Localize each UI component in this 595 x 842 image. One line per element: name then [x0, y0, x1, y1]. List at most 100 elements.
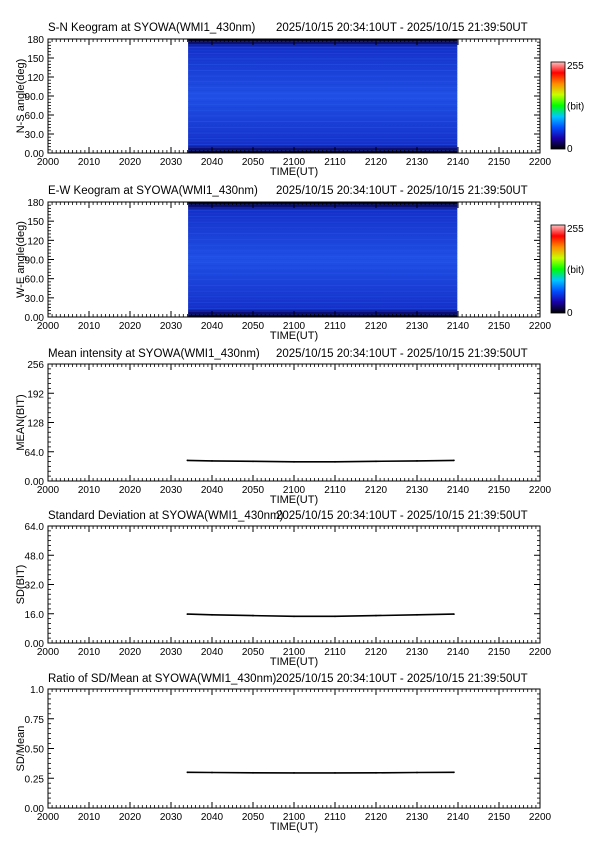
y-tick-label: 192 — [27, 389, 44, 400]
series-line — [187, 613, 454, 618]
y-tick-label: 150 — [27, 54, 44, 65]
x-tick-label: 2200 — [529, 812, 552, 823]
x-tick-label: 2110 — [324, 157, 346, 168]
x-tick-label: 2140 — [447, 812, 470, 823]
data-point — [416, 771, 418, 774]
data-point — [211, 771, 213, 774]
time-range: 2025/10/15 20:34:10UT - 2025/10/15 21:39… — [276, 673, 528, 685]
y-axis-label: N-S angle(deg) — [15, 59, 27, 134]
x-tick-label: 2110 — [324, 485, 346, 496]
y-tick-label: 120 — [27, 73, 44, 84]
data-point — [293, 772, 295, 774]
data-point — [252, 771, 254, 774]
x-tick-label: 2140 — [447, 647, 470, 658]
y-tick-label: 64.0 — [25, 448, 45, 459]
series-line — [187, 771, 454, 774]
data-point — [334, 615, 336, 618]
x-tick-label: 2150 — [488, 812, 511, 823]
x-tick-label: 2040 — [201, 157, 224, 168]
y-axis-label: SD(BIT) — [15, 565, 27, 605]
x-tick-label: 2100 — [283, 812, 306, 823]
colorbar — [550, 61, 566, 150]
x-tick-label: 2030 — [160, 157, 183, 168]
x-tick-label: 2010 — [78, 647, 101, 658]
x-tick-label: 2020 — [119, 485, 142, 496]
y-tick-label: 128 — [27, 419, 44, 430]
panel-title: E-W Keogram at SYOWA(WMI1_430nm) — [48, 185, 258, 197]
y-tick-label: 60.0 — [25, 111, 45, 122]
data-point — [293, 460, 295, 463]
x-tick-label: 2100 — [283, 485, 306, 496]
x-tick-label: 2150 — [488, 647, 511, 658]
colorbar-max-label: 255 — [567, 224, 584, 235]
plot-frame — [47, 688, 541, 809]
y-tick-label: 0.25 — [25, 774, 45, 785]
x-tick-label: 2130 — [406, 812, 429, 823]
x-tick-label: 2130 — [406, 157, 429, 168]
data-point — [211, 460, 213, 462]
x-tick-label: 2120 — [365, 647, 388, 658]
y-tick-label: 0.00 — [25, 804, 45, 815]
x-tick-label: 2150 — [488, 157, 511, 168]
x-tick-label: 2000 — [37, 485, 60, 496]
colorbar — [550, 224, 566, 314]
x-tick-label: 2140 — [447, 485, 470, 496]
x-tick-label: 2110 — [324, 321, 346, 332]
y-axis-label: MEAN(BIT) — [15, 394, 27, 450]
y-tick-label: 0.75 — [25, 715, 45, 726]
y-tick-label: 60.0 — [25, 275, 45, 286]
data-point — [375, 460, 377, 463]
data-point — [186, 771, 189, 774]
x-tick-label: 2050 — [242, 157, 265, 168]
x-tick-label: 2030 — [160, 485, 183, 496]
y-tick-label: 90.0 — [25, 256, 45, 267]
time-range: 2025/10/15 20:34:10UT - 2025/10/15 21:39… — [276, 348, 528, 360]
y-tick-label: 32.0 — [25, 581, 45, 592]
y-tick-label: 0.50 — [25, 745, 45, 756]
x-tick-label: 2110 — [324, 812, 346, 823]
y-tick-label: 48.0 — [25, 551, 45, 562]
time-range: 2025/10/15 20:34:10UT - 2025/10/15 21:39… — [276, 510, 528, 522]
x-tick-label: 2100 — [283, 321, 306, 332]
colorbar-min-label: 0 — [567, 308, 573, 319]
data-point — [186, 459, 189, 462]
x-tick-label: 2100 — [283, 157, 306, 168]
x-tick-label: 2030 — [160, 647, 183, 658]
x-tick-label: 2020 — [119, 812, 142, 823]
data-point — [293, 615, 295, 618]
x-tick-label: 2150 — [488, 321, 511, 332]
y-tick-label: 90.0 — [25, 92, 45, 103]
series-line — [187, 459, 454, 463]
x-tick-label: 2010 — [78, 485, 101, 496]
data-point — [453, 613, 455, 615]
x-tick-label: 2040 — [201, 321, 224, 332]
x-tick-label: 2130 — [406, 485, 429, 496]
data-point — [334, 460, 336, 463]
y-tick-label: 0.00 — [25, 477, 45, 488]
x-tick-label: 2040 — [201, 647, 224, 658]
data-point — [416, 613, 418, 616]
data-point — [453, 771, 455, 774]
panel-title: S-N Keogram at SYOWA(WMI1_430nm) — [48, 22, 255, 34]
data-point — [186, 613, 189, 615]
x-axis-label: TIME(UT) — [270, 494, 318, 506]
x-tick-label: 2120 — [365, 321, 388, 332]
colorbar-max-label: 255 — [567, 61, 584, 72]
y-tick-label: 30.0 — [25, 130, 45, 141]
x-tick-label: 2120 — [365, 157, 388, 168]
x-tick-label: 2000 — [37, 321, 60, 332]
y-tick-label: 150 — [27, 217, 44, 228]
y-axis-label: SD/Mean — [15, 726, 27, 772]
x-tick-label: 2120 — [365, 812, 388, 823]
x-tick-label: 2200 — [529, 321, 552, 332]
data-point — [252, 460, 254, 463]
y-tick-label: 0.00 — [25, 639, 45, 650]
y-tick-label: 256 — [27, 360, 44, 371]
y-axis-label: W-E angle(deg) — [15, 221, 27, 298]
y-tick-label: 120 — [27, 236, 44, 247]
panel-title: Standard Deviation at SYOWA(WMI1_430nm) — [48, 510, 284, 522]
x-tick-label: 2000 — [37, 812, 60, 823]
data-point — [453, 459, 455, 462]
x-tick-label: 2020 — [119, 157, 142, 168]
x-tick-label: 2020 — [119, 647, 142, 658]
